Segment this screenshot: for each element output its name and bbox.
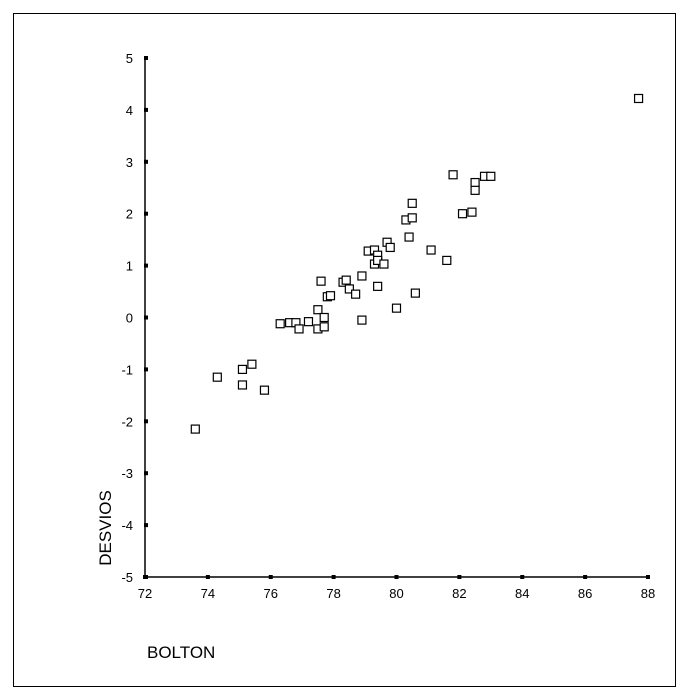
- x-tick: [268, 575, 273, 579]
- x-tick-label: 78: [326, 586, 340, 601]
- y-tick-label: 5: [126, 51, 133, 66]
- data-point: [426, 245, 436, 255]
- y-tick-label: -5: [121, 570, 133, 585]
- data-point: [294, 324, 304, 334]
- data-point: [303, 317, 314, 327]
- y-tick-label: 1: [126, 259, 133, 274]
- y-tick: [144, 107, 148, 112]
- data-point: [404, 232, 414, 242]
- data-point: [247, 359, 257, 369]
- data-point: [391, 303, 402, 313]
- data-points: [190, 93, 644, 434]
- x-tick: [205, 575, 210, 579]
- x-tick: [457, 575, 462, 579]
- data-point: [319, 312, 329, 323]
- x-tick-label: 84: [515, 586, 529, 601]
- data-point: [385, 242, 395, 253]
- x-tick: [520, 575, 525, 579]
- x-tick-label: 88: [641, 586, 655, 601]
- data-point: [379, 259, 389, 269]
- x-tick-label: 76: [264, 586, 278, 601]
- y-tick: [144, 211, 148, 216]
- y-tick: [144, 56, 148, 60]
- data-point: [407, 198, 417, 208]
- x-tick: [646, 575, 650, 579]
- x-tick: [583, 575, 588, 579]
- y-tick: [144, 523, 148, 528]
- x-tick-label: 86: [578, 586, 592, 601]
- x-tick: [331, 575, 336, 579]
- data-point: [275, 319, 285, 329]
- x-tick-label: 74: [201, 586, 215, 601]
- y-tick-label: -3: [121, 466, 133, 481]
- y-tick-label: -2: [121, 414, 133, 429]
- y-tick-label: 2: [126, 207, 133, 222]
- data-point: [212, 372, 222, 382]
- data-point: [357, 271, 367, 281]
- y-tick-label: 3: [126, 155, 133, 170]
- data-point: [325, 291, 336, 301]
- y-tick: [144, 263, 148, 268]
- data-point: [457, 209, 468, 219]
- x-tick-label: 82: [452, 586, 466, 601]
- axis-tick-labels: 5 4 3 2 1 0 -1 -2 -3 -4 -5 72 74 76 78 80 82 84 86 88: [121, 51, 655, 601]
- data-point: [319, 322, 329, 332]
- data-point: [467, 207, 477, 217]
- axis-ticks: [143, 56, 650, 579]
- x-tick-label: 80: [389, 586, 403, 601]
- y-tick-label: -4: [121, 518, 133, 533]
- data-point: [259, 385, 270, 395]
- data-point: [351, 289, 361, 299]
- data-point: [313, 305, 323, 315]
- data-point: [442, 255, 452, 266]
- data-point: [470, 185, 480, 195]
- data-point: [344, 284, 354, 294]
- data-point: [357, 315, 367, 325]
- y-tick: [144, 159, 148, 164]
- y-tick-label: -1: [121, 362, 133, 377]
- chart-frame: [13, 13, 676, 687]
- axes: [144, 58, 648, 578]
- y-tick: [144, 367, 148, 372]
- data-point: [407, 213, 417, 223]
- x-tick: [394, 575, 399, 579]
- y-tick-label: 0: [126, 311, 133, 326]
- y-tick: [144, 471, 148, 476]
- data-point: [190, 424, 200, 434]
- data-point: [486, 171, 496, 181]
- y-tick: [144, 315, 148, 320]
- data-point: [470, 177, 480, 188]
- x-tick-label: 72: [138, 586, 152, 601]
- data-point: [373, 281, 383, 291]
- y-axis-title: DESVIOS: [95, 490, 115, 566]
- data-point: [448, 170, 458, 180]
- y-tick: [144, 419, 148, 424]
- data-point: [410, 288, 420, 298]
- x-axis-title: BOLTON: [147, 643, 216, 662]
- x-tick: [143, 575, 147, 579]
- data-point: [633, 93, 644, 104]
- data-point: [316, 276, 326, 286]
- data-point: [237, 364, 248, 374]
- data-point: [237, 380, 248, 390]
- y-tick-label: 4: [126, 103, 133, 118]
- data-point: [341, 275, 351, 285]
